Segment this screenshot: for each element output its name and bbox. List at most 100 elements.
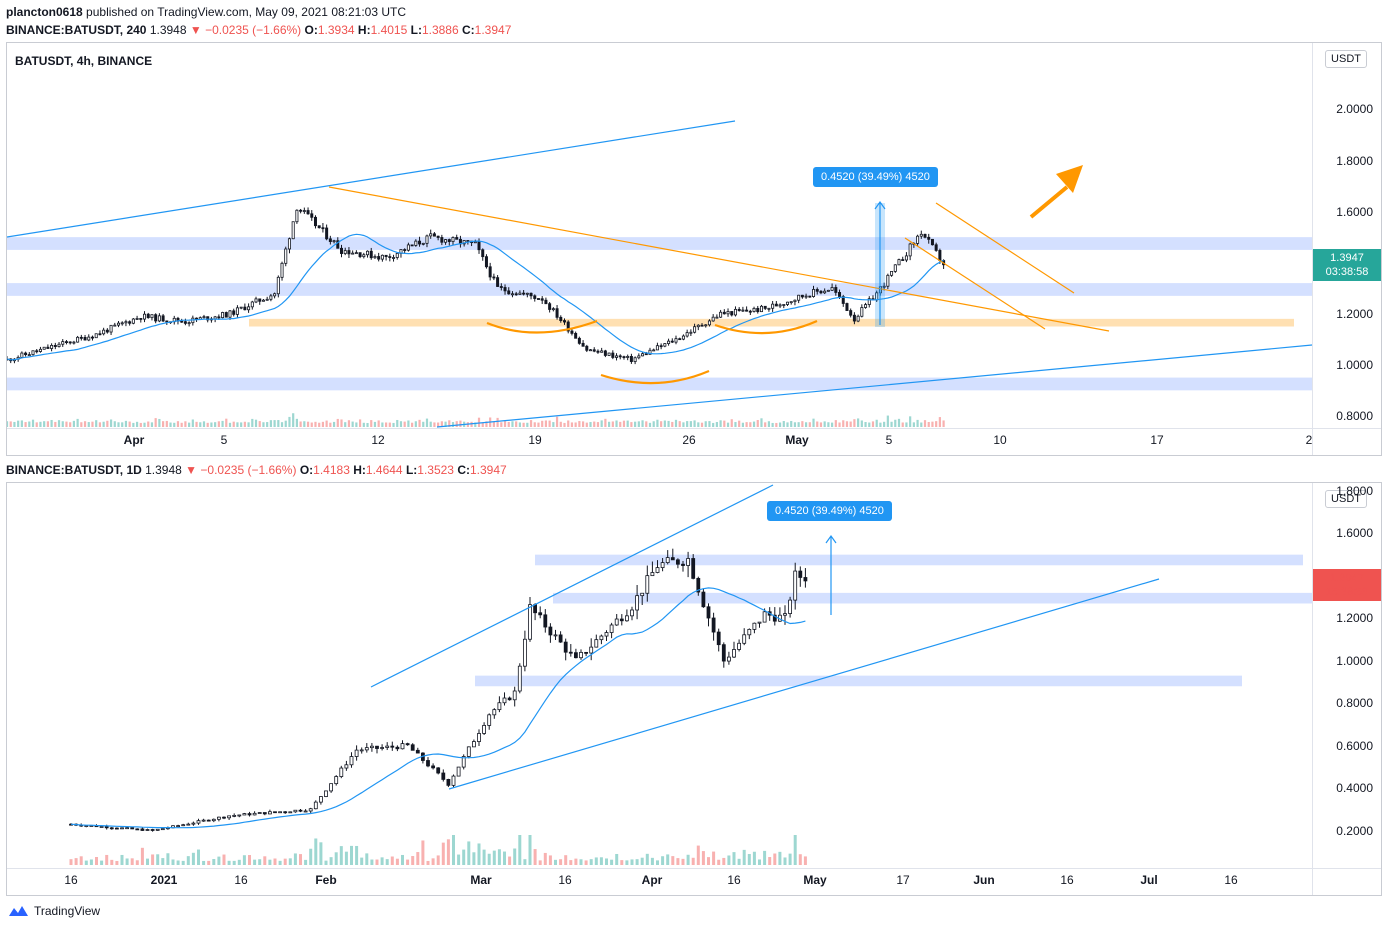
candle-body [622,356,626,359]
price-axis-tick: 1.6000 [1336,204,1373,219]
candle-body [674,338,678,343]
candle-body [196,820,201,824]
candle-body [715,316,719,319]
candle-body [522,292,526,295]
volume-bar [344,851,348,865]
volume-bar [931,421,934,427]
volume-bar [596,422,600,427]
candle-body [291,221,295,240]
volume-bar [507,421,510,427]
volume-bar [667,420,670,427]
volume-bar [477,417,481,427]
volume-bar [682,422,685,427]
volume-bar [620,860,624,865]
volume-bar [162,421,165,427]
volume-bar [552,422,555,427]
price-axis-tick: 0.6000 [1336,738,1373,753]
candle-body [756,307,760,313]
chart-4h-svg[interactable] [7,43,1381,455]
candle-body [222,816,226,819]
brand-footer[interactable]: TradingView [8,904,100,918]
candle-body [120,322,124,325]
volume-bar [83,421,87,427]
candle-body [436,767,441,774]
volume-bar [161,858,165,865]
volume-bar [72,420,75,427]
candle-body [841,296,845,304]
volume-bar [797,422,800,427]
volume-bar [143,422,146,427]
candle-body [261,299,265,302]
time-axis-tick: 16 [727,873,741,887]
currency-unit-button[interactable]: USDT [1325,50,1367,68]
volume-bar [526,422,529,427]
candle-body [629,356,633,362]
price-axis-tick: 1.0000 [1336,357,1373,372]
candle-body [176,825,181,828]
volume-bar [589,859,593,865]
price-axis-tick: 1.0000 [1336,653,1373,668]
volume-bar [518,422,521,427]
volume-bar [635,859,639,865]
volume-bar [431,858,435,865]
candle-body [711,617,716,633]
volume-bar [207,860,211,865]
candle-body [748,310,752,313]
volume-bar [819,422,823,427]
candle-body [536,298,540,300]
volume-bar [125,858,129,865]
resistance-zone [553,592,1312,604]
candle-body [803,577,808,582]
candle-body [808,295,812,298]
candle-body [410,244,414,247]
candle-body [762,611,767,623]
volume-bar [462,849,466,865]
candle-body [392,257,396,259]
candle-body [533,604,537,614]
volume-bar [909,416,912,427]
candle-body [812,289,816,297]
candle-body [146,313,150,319]
volume-bar [529,420,533,427]
candle-body [139,318,143,320]
candle-body [131,318,135,324]
volume-bar [823,421,826,427]
open-value: 1.4183 [313,463,350,477]
volume-bar [585,422,588,427]
currency-unit-button[interactable]: USDT [1325,490,1367,508]
symbol-label[interactable]: BINANCE:BATUSDT, 240 [6,23,147,37]
candle-body [596,350,600,353]
volume-bar [20,420,23,427]
candle-body [293,809,298,813]
volume-bar [380,857,384,865]
symbol-label[interactable]: BINANCE:BATUSDT, 1D [6,463,142,477]
candle-body [611,352,615,358]
candle-body [864,304,868,308]
low-label: L: [410,23,422,37]
candle-body [308,808,313,812]
volume-bar [745,422,748,427]
candle-body [800,294,804,298]
chart-1d-svg[interactable] [7,483,1381,895]
volume-bar [723,420,726,427]
volume-bar [411,856,415,865]
chart-panel-4h[interactable]: BATUSDT, 4h, BINANCE USDT 2.0000 1.8000 1.… [6,42,1382,456]
candle-body [716,631,721,646]
candle-body [615,355,619,358]
chart-panel-1d[interactable]: USDT 1.80001.60001.40001.20001.00000.800… [6,482,1382,896]
volume-bar [707,857,710,865]
volume-bar [594,857,598,865]
volume-bar [610,859,614,865]
candle-body [451,775,456,786]
candle-body [358,252,362,258]
volume-bar [344,422,347,427]
moving-average-line [7,233,944,361]
volume-bar [708,421,711,427]
volume-bar [640,857,644,865]
time-axis-tick: Jun [973,873,995,887]
author-name[interactable]: plancton0618 [6,5,83,19]
volume-bar [474,422,477,427]
candle-body [359,749,364,752]
price-axis-tick: 1.8000 [1336,484,1373,498]
candle-body [154,314,158,322]
